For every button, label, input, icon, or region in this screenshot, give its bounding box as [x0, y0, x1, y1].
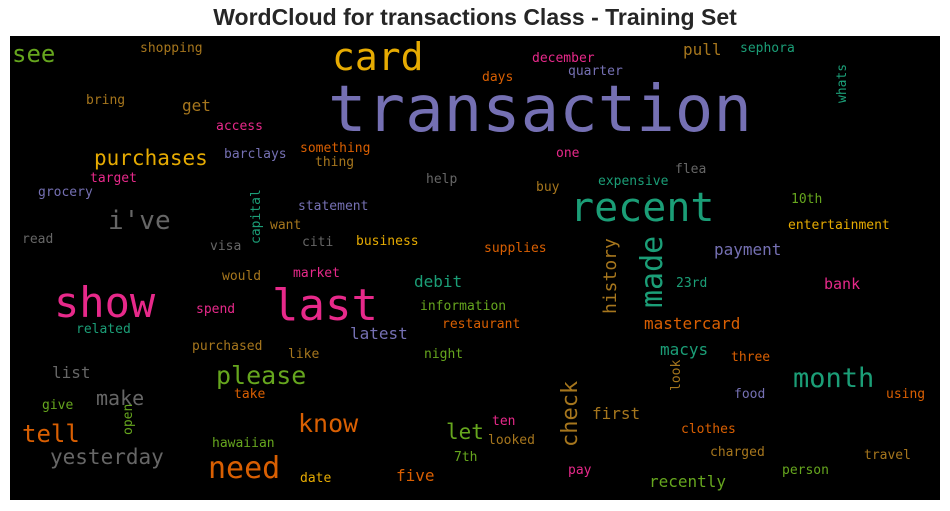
word-buy: buy	[536, 180, 560, 195]
word-capital: capital	[249, 189, 264, 244]
word-recent: recent	[570, 185, 715, 231]
word-made: made	[635, 235, 670, 308]
word-person: person	[782, 463, 829, 478]
word-latest: latest	[350, 324, 408, 343]
word-bring: bring	[86, 93, 126, 108]
word-visa: visa	[210, 239, 242, 254]
word-help: help	[426, 172, 458, 187]
word-five: five	[396, 466, 435, 485]
chart-title: WordCloud for transactions Class - Train…	[213, 4, 737, 30]
word-give: give	[42, 398, 74, 413]
word-know: know	[298, 409, 359, 438]
word-grocery: grocery	[38, 185, 93, 200]
word-charged: charged	[710, 445, 765, 460]
word-looked: looked	[488, 433, 535, 448]
word-flea: flea	[675, 162, 707, 177]
word-business: business	[356, 234, 419, 249]
word-days: days	[482, 70, 514, 85]
word-7th: 7th	[454, 450, 478, 465]
word-something: something	[300, 141, 371, 156]
word-let: let	[446, 420, 484, 444]
word-macys: macys	[660, 340, 709, 359]
word-10th: 10th	[791, 192, 823, 207]
word-thing: thing	[315, 155, 355, 170]
word-would: would	[222, 269, 262, 284]
word-i-ve: i've	[108, 206, 171, 236]
word-mastercard: mastercard	[644, 314, 741, 333]
word-make: make	[96, 386, 145, 410]
word-need: need	[208, 451, 281, 486]
word-first: first	[592, 404, 641, 423]
word-food: food	[734, 387, 766, 402]
word-travel: travel	[864, 448, 911, 463]
word-23rd: 23rd	[676, 276, 708, 291]
word-using: using	[886, 387, 926, 402]
word-date: date	[300, 471, 332, 486]
word-look: look	[669, 359, 684, 391]
word-restaurant: restaurant	[442, 317, 521, 332]
word-history: history	[600, 238, 621, 314]
word-debit: debit	[414, 272, 463, 291]
word-information: information	[420, 299, 507, 314]
word-one: one	[556, 146, 580, 161]
word-recently: recently	[649, 472, 727, 491]
word-bank: bank	[824, 275, 861, 293]
word-ten: ten	[492, 414, 516, 429]
word-pull: pull	[683, 40, 722, 59]
word-please: please	[216, 361, 307, 390]
word-yesterday: yesterday	[50, 445, 164, 469]
word-list: list	[52, 363, 91, 382]
word-spend: spend	[196, 302, 236, 317]
word-statement: statement	[298, 199, 369, 214]
word-shopping: shopping	[140, 41, 203, 56]
word-last: last	[272, 280, 378, 331]
word-citi: citi	[302, 235, 334, 250]
word-whats: whats	[835, 63, 850, 103]
word-pay: pay	[568, 463, 592, 478]
word-want: want	[270, 218, 302, 233]
word-hawaiian: hawaiian	[212, 436, 275, 451]
word-access: access	[216, 119, 263, 134]
word-take: take	[234, 387, 266, 402]
word-show: show	[54, 278, 156, 327]
word-check: check	[558, 380, 583, 447]
word-expensive: expensive	[598, 174, 669, 189]
word-market: market	[293, 266, 340, 281]
word-night: night	[424, 347, 464, 362]
word-related: related	[76, 322, 131, 337]
word-clothes: clothes	[681, 422, 736, 437]
word-payment: payment	[714, 240, 782, 259]
word-see: see	[12, 40, 56, 68]
word-barclays: barclays	[224, 147, 287, 162]
wordcloud-canvas: transaction card recent last show made i've mon…	[10, 36, 940, 500]
word-supplies: supplies	[484, 241, 547, 256]
word-like: like	[288, 347, 320, 362]
word-target: target	[90, 171, 137, 186]
word-tell: tell	[22, 420, 80, 448]
word-card: card	[332, 36, 424, 79]
word-three: three	[731, 350, 771, 365]
word-month: month	[793, 363, 875, 394]
word-get: get	[182, 96, 211, 115]
word-read: read	[22, 232, 54, 247]
word-december: december	[532, 51, 595, 66]
word-open: open	[121, 403, 136, 435]
word-purchased: purchased	[192, 339, 263, 354]
word-entertainment: entertainment	[788, 218, 890, 233]
word-quarter: quarter	[568, 64, 623, 79]
word-purchases: purchases	[94, 146, 208, 170]
word-sephora: sephora	[740, 41, 795, 56]
word-transaction: transaction	[328, 73, 752, 147]
